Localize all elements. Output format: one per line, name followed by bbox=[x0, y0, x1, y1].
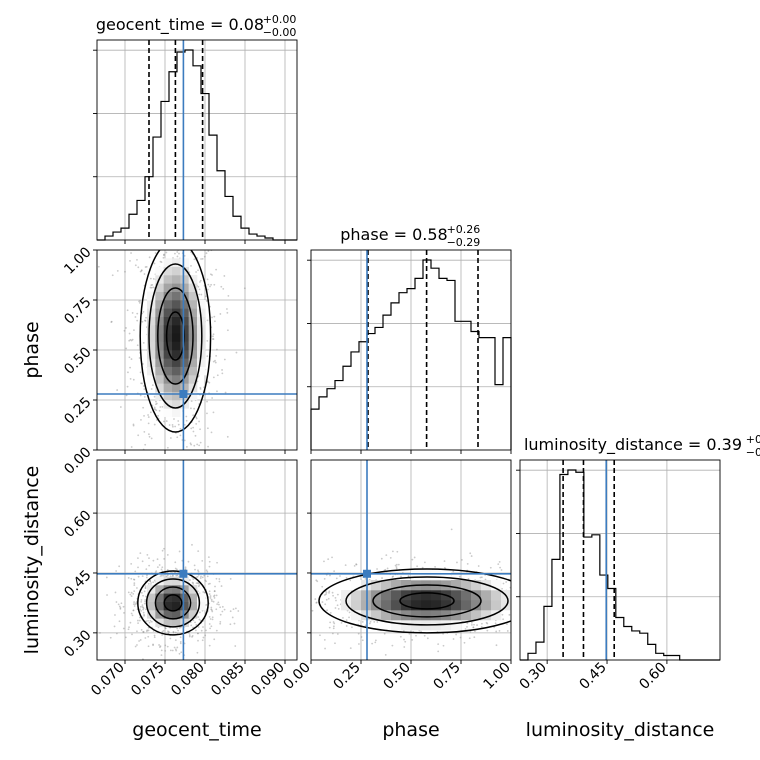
title-plus-geocent_time: +0.00 bbox=[263, 13, 297, 26]
density-panel-geocent_time-vs-phase bbox=[97, 250, 297, 450]
y-tick-label-luminosity_distance: 0.60 bbox=[61, 507, 94, 540]
density-shading bbox=[147, 258, 206, 417]
x-tick-label-geocent_time: 0.085 bbox=[208, 660, 248, 700]
y-tick-label-phase: 1.00 bbox=[61, 244, 94, 277]
x-tick-label-luminosity_distance: 0.45 bbox=[576, 660, 609, 693]
truth-marker bbox=[179, 390, 188, 398]
truth-marker bbox=[363, 569, 371, 578]
panel-frame-geocent_time-vs-luminosity_distance bbox=[96, 459, 298, 661]
x-tick-label-geocent_time: 0.070 bbox=[88, 660, 128, 700]
title-minus-luminosity_distance: −0.05 bbox=[746, 446, 760, 459]
contours bbox=[137, 570, 209, 636]
x-tick-label-geocent_time: 0.080 bbox=[168, 660, 208, 700]
y-tick-label-phase: 0.50 bbox=[61, 344, 94, 377]
title-minus-phase: −0.29 bbox=[447, 236, 481, 249]
y-tick-label-luminosity_distance: 0.45 bbox=[61, 567, 94, 600]
y-tick-label-luminosity_distance: 0.30 bbox=[61, 627, 94, 660]
x-tick-label-phase: 0.00 bbox=[280, 660, 313, 693]
histogram-luminosity_distance bbox=[516, 460, 720, 661]
x-tick-label-phase: 0.25 bbox=[330, 660, 363, 693]
title-minus-geocent_time: −0.00 bbox=[263, 26, 297, 39]
x-axis-label-luminosity_distance: luminosity_distance bbox=[526, 719, 715, 741]
y-axis-label-luminosity_distance: luminosity_distance bbox=[21, 466, 43, 655]
x-tick-label-phase: 0.50 bbox=[380, 660, 413, 693]
histogram-phase bbox=[307, 250, 512, 450]
x-tick-label-phase: 0.75 bbox=[430, 660, 463, 693]
contours bbox=[318, 568, 511, 634]
x-tick-label-geocent_time: 0.075 bbox=[128, 660, 168, 700]
y-axis-label-phase: phase bbox=[21, 321, 43, 378]
panel-frame-geocent_time bbox=[96, 39, 298, 241]
histogram-geocent_time bbox=[93, 40, 297, 241]
title-luminosity_distance: luminosity_distance = 0.39 bbox=[524, 435, 742, 455]
title-plus-phase: +0.26 bbox=[447, 223, 481, 236]
density-panel-geocent_time-vs-luminosity_distance bbox=[97, 460, 297, 660]
y-tick-label-phase: 0.00 bbox=[61, 444, 94, 477]
y-tick-label-phase: 0.75 bbox=[61, 294, 94, 327]
panel-frame-luminosity_distance bbox=[519, 459, 721, 661]
title-geocent_time: geocent_time = 0.08 bbox=[96, 15, 264, 35]
x-axis-label-phase: phase bbox=[382, 719, 439, 741]
histogram-step-luminosity_distance bbox=[520, 469, 720, 661]
y-tick-label-phase: 0.25 bbox=[61, 394, 94, 427]
title-phase: phase = 0.58 bbox=[340, 225, 447, 244]
histogram-step-geocent_time bbox=[97, 49, 297, 241]
x-tick-label-luminosity_distance: 0.30 bbox=[517, 660, 550, 693]
x-axis-label-geocent_time: geocent_time bbox=[132, 719, 261, 741]
x-tick-label-luminosity_distance: 0.60 bbox=[636, 660, 669, 693]
title-plus-luminosity_distance: +0.08 bbox=[746, 433, 760, 446]
x-tick-label-phase: 1.00 bbox=[480, 660, 513, 693]
contours bbox=[139, 250, 212, 433]
density-panel-phase-vs-luminosity_distance bbox=[311, 460, 511, 660]
truth-marker bbox=[179, 569, 188, 578]
